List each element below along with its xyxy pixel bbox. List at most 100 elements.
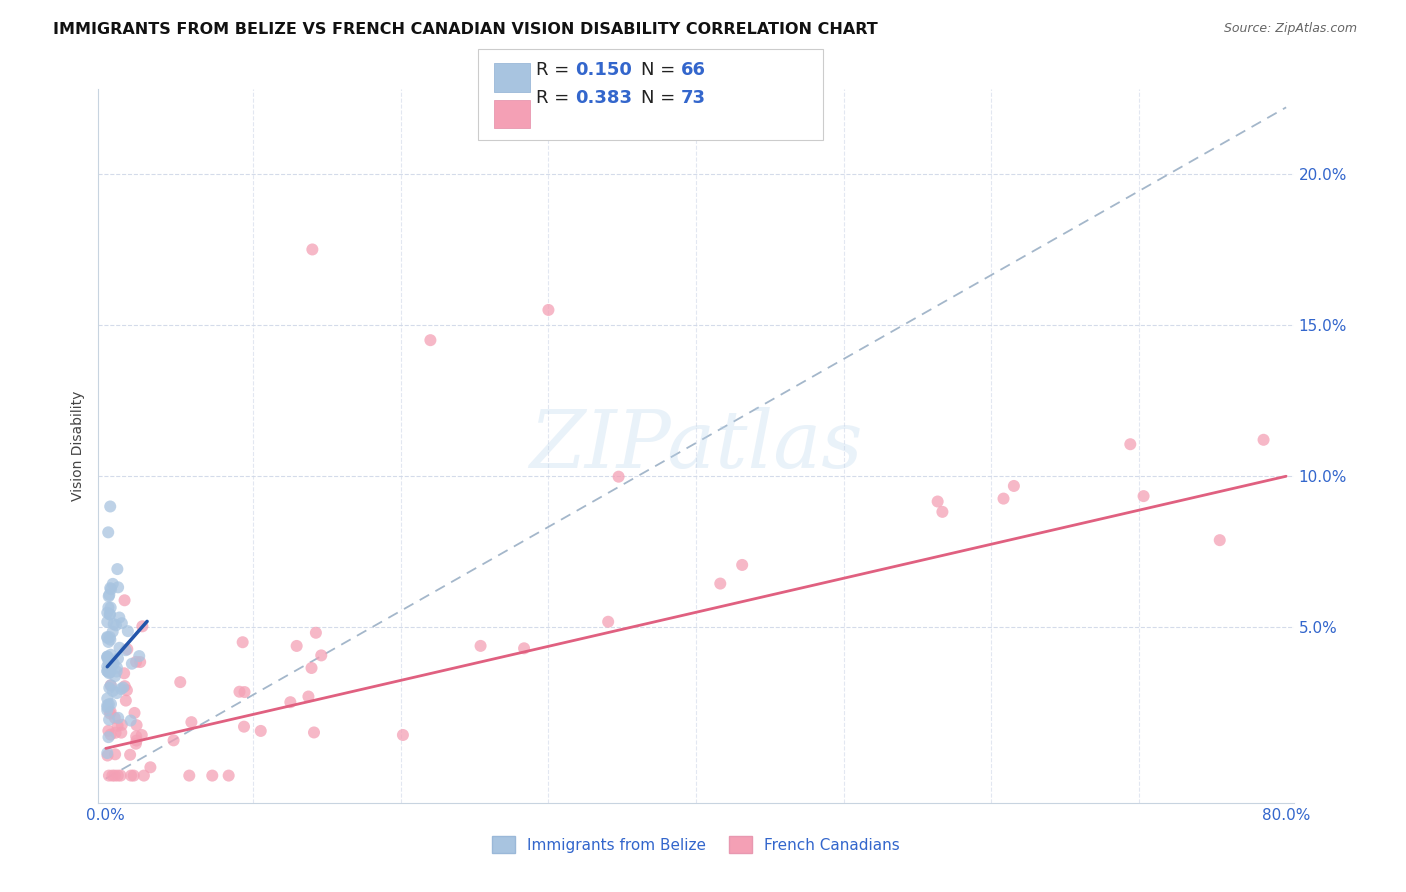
Point	[201, 768, 224, 782]
Point	[1119, 437, 1142, 451]
Point	[97, 698, 120, 712]
Text: N =: N =	[641, 61, 681, 78]
Point	[100, 648, 122, 662]
Point	[96, 615, 118, 629]
Text: Source: ZipAtlas.com: Source: ZipAtlas.com	[1223, 22, 1357, 36]
Point	[139, 760, 162, 774]
Legend: Immigrants from Belize, French Canadians: Immigrants from Belize, French Canadians	[486, 830, 905, 859]
Point	[104, 618, 127, 632]
Point	[103, 657, 125, 671]
Point	[132, 768, 155, 782]
Point	[101, 654, 124, 668]
Point	[228, 684, 250, 698]
Point	[97, 635, 120, 649]
Point	[115, 683, 138, 698]
Point	[98, 681, 121, 695]
Text: 66: 66	[681, 61, 706, 78]
Point	[98, 607, 121, 622]
Point	[97, 600, 120, 615]
Point	[301, 661, 323, 675]
Point	[98, 632, 121, 647]
Point	[117, 624, 139, 639]
Point	[110, 681, 132, 696]
Point	[309, 648, 332, 663]
Point	[98, 665, 121, 680]
Point	[96, 659, 118, 673]
Point	[98, 500, 121, 514]
Point	[104, 768, 127, 782]
Point	[993, 491, 1015, 506]
Point	[114, 679, 136, 693]
Point	[297, 690, 319, 704]
Point	[100, 697, 122, 711]
Text: IMMIGRANTS FROM BELIZE VS FRENCH CANADIAN VISION DISABILITY CORRELATION CHART: IMMIGRANTS FROM BELIZE VS FRENCH CANADIA…	[53, 22, 879, 37]
Point	[285, 639, 308, 653]
Point	[121, 657, 143, 671]
Point	[731, 558, 754, 572]
Point	[96, 703, 118, 717]
Point	[179, 768, 201, 782]
Point	[96, 606, 118, 620]
Point	[98, 713, 121, 727]
Text: ZIPatlas: ZIPatlas	[529, 408, 863, 484]
Point	[100, 660, 122, 674]
Point	[97, 768, 120, 782]
Point	[301, 243, 323, 257]
Point	[98, 581, 121, 595]
Point	[111, 616, 134, 631]
Point	[305, 625, 328, 640]
Point	[169, 675, 191, 690]
Point	[1209, 533, 1232, 548]
Point	[96, 746, 118, 760]
Point	[101, 768, 124, 782]
Point	[105, 562, 128, 576]
Point	[470, 639, 492, 653]
Point	[103, 617, 125, 632]
Point	[931, 505, 953, 519]
Point	[107, 651, 129, 665]
Point	[110, 768, 132, 782]
Point	[98, 630, 121, 644]
Point	[108, 640, 131, 655]
Point	[96, 631, 118, 645]
Point	[96, 698, 118, 713]
Point	[107, 768, 129, 782]
Point	[131, 619, 153, 633]
Point	[104, 725, 127, 739]
Point	[108, 610, 131, 624]
Point	[97, 525, 120, 540]
Point	[96, 664, 118, 678]
Point	[280, 695, 302, 709]
Point	[97, 656, 120, 670]
Point	[162, 733, 184, 747]
Point	[125, 655, 148, 669]
Point	[114, 593, 136, 607]
Point	[98, 588, 121, 602]
Point	[110, 725, 132, 739]
Point	[104, 669, 127, 683]
Y-axis label: Vision Disability: Vision Disability	[72, 391, 86, 501]
Text: 0.150: 0.150	[575, 61, 631, 78]
Point	[105, 661, 128, 675]
Point	[100, 678, 122, 692]
Point	[128, 649, 150, 664]
Point	[302, 725, 325, 739]
Point	[1253, 433, 1275, 447]
Point	[96, 748, 118, 763]
Point	[125, 737, 148, 751]
Point	[180, 715, 202, 730]
Point	[111, 718, 134, 732]
Point	[100, 728, 122, 742]
Point	[120, 714, 142, 728]
Point	[537, 302, 560, 317]
Text: 0.383: 0.383	[575, 89, 633, 107]
Point	[115, 693, 138, 707]
Point	[249, 723, 271, 738]
Point	[392, 728, 415, 742]
Point	[1002, 479, 1025, 493]
Text: N =: N =	[641, 89, 681, 107]
Point	[125, 733, 148, 747]
Point	[607, 469, 630, 483]
Point	[131, 728, 153, 742]
Text: R =: R =	[536, 89, 575, 107]
